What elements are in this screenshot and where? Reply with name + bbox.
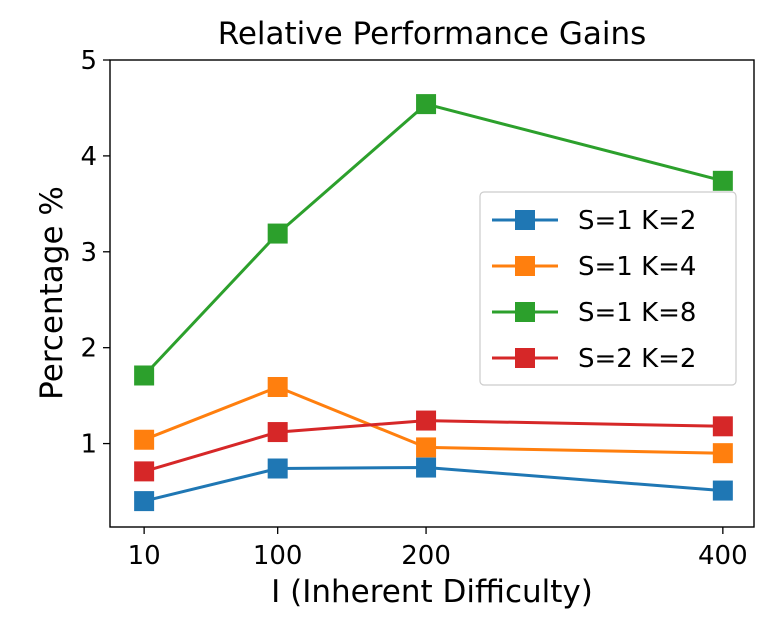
legend-marker — [515, 210, 535, 230]
x-tick-label: 200 — [401, 541, 451, 571]
data-point — [712, 480, 733, 501]
x-tick-label: 10 — [128, 541, 161, 571]
data-point — [416, 457, 437, 478]
legend-entry: S=1 K=8 — [492, 298, 696, 328]
data-point — [416, 410, 437, 431]
y-tick-label: 2 — [80, 334, 97, 364]
legend-label: S=2 K=2 — [578, 344, 696, 374]
data-point — [267, 458, 288, 479]
legend-entry: S=2 K=2 — [492, 344, 696, 374]
series-line — [143, 102, 724, 377]
data-point — [416, 437, 437, 458]
x-tick-label: 100 — [253, 541, 303, 571]
data-point — [134, 429, 155, 450]
data-point — [267, 376, 288, 397]
legend-marker — [515, 302, 535, 322]
data-point — [134, 365, 155, 386]
x-tick-label: 400 — [698, 541, 748, 571]
data-point — [712, 170, 733, 191]
legend-label: S=1 K=2 — [578, 206, 696, 236]
plot-frame — [109, 59, 755, 528]
data-point — [712, 443, 733, 464]
series-line — [143, 385, 723, 455]
series-4 — [134, 410, 733, 482]
series-2 — [134, 376, 733, 464]
x-axis-ticks: 10 100 200 400 — [128, 527, 748, 571]
legend-label: S=1 K=8 — [578, 298, 696, 328]
legend-label: S=1 K=4 — [578, 252, 696, 282]
legend-frame — [479, 191, 737, 386]
legend-entry: S=1 K=4 — [492, 252, 696, 282]
series-1 — [134, 457, 733, 512]
data-point — [712, 416, 733, 437]
data-point — [416, 94, 437, 115]
series-3 — [134, 94, 733, 386]
legend-marker — [515, 348, 535, 368]
series-layer — [134, 94, 733, 512]
chart-title: Relative Performance Gains — [218, 16, 647, 52]
series-line — [143, 466, 723, 503]
x-axis-label: I (Inherent Difficulty) — [271, 574, 593, 610]
y-tick-label: 1 — [80, 430, 97, 460]
y-axis-label: Percentage % — [34, 186, 70, 400]
data-point — [267, 223, 288, 244]
series-line — [143, 419, 723, 473]
y-tick-label: 4 — [80, 142, 97, 172]
legend-entry: S=1 K=2 — [492, 206, 696, 236]
legend: S=1 K=2 S=1 K=4 S=1 K=8 S=2 K=2 — [479, 191, 737, 386]
y-tick-label: 3 — [80, 238, 97, 268]
y-tick-label: 5 — [80, 46, 97, 76]
data-point — [134, 461, 155, 482]
y-axis-ticks: 1 2 3 4 5 — [80, 46, 110, 460]
data-point — [134, 491, 155, 512]
legend-marker — [515, 256, 535, 276]
data-point — [267, 422, 288, 443]
